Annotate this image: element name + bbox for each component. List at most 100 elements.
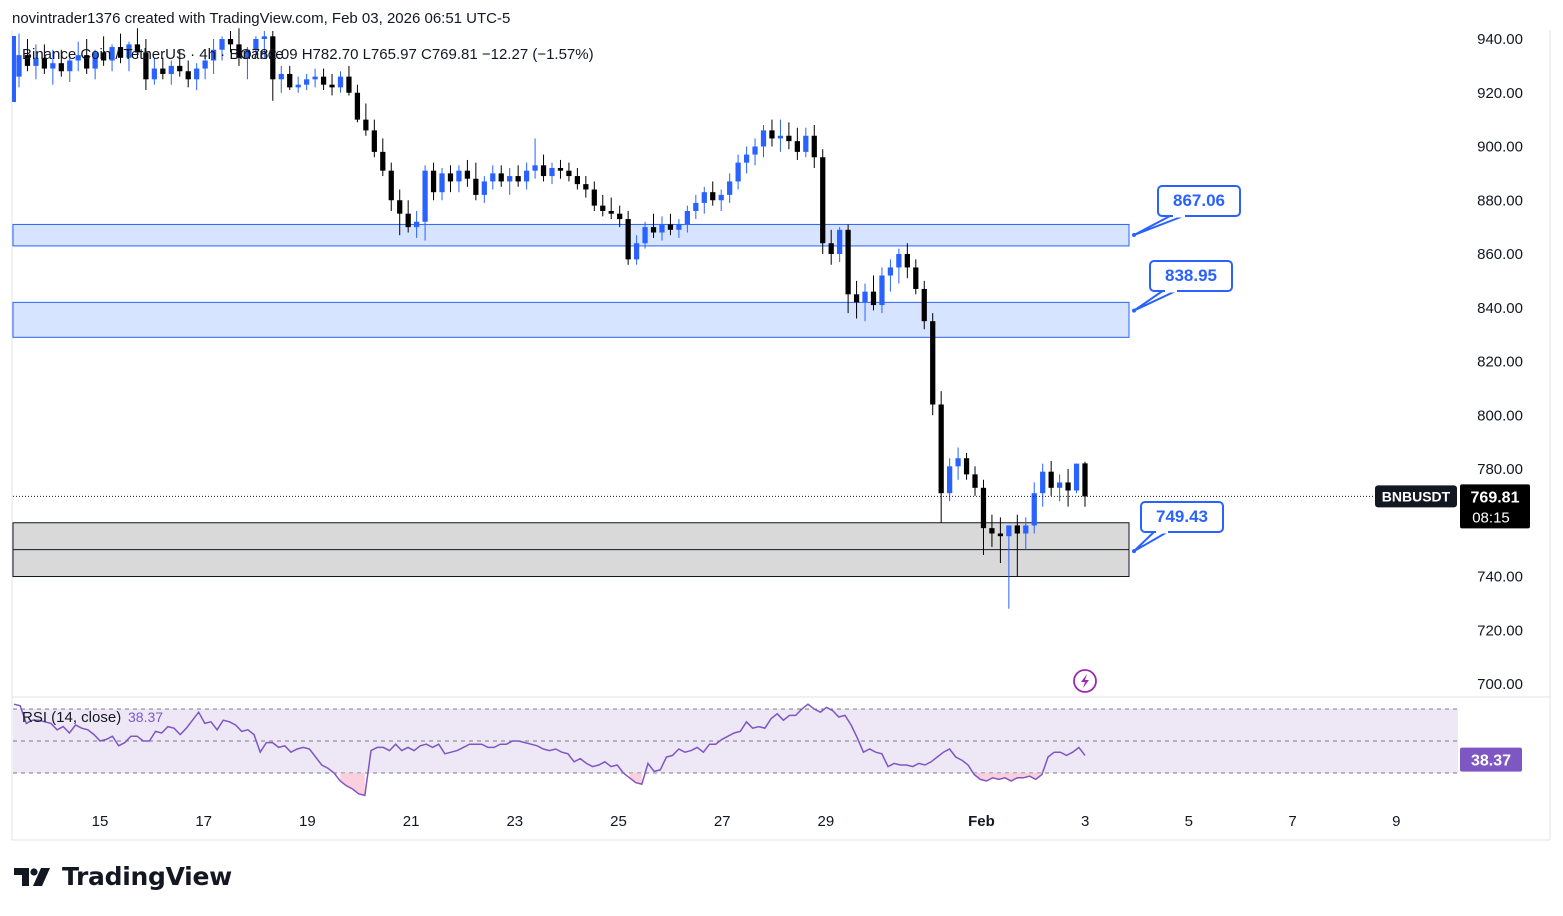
price-callout[interactable]: 867.06: [1132, 185, 1241, 238]
callout-box: [1149, 260, 1233, 292]
candle-body: [523, 170, 530, 182]
candle: [304, 73, 310, 91]
candle-body: [16, 55, 22, 77]
price-badge: [1460, 484, 1530, 529]
candle: [168, 60, 174, 85]
candle: [659, 216, 665, 241]
candle: [363, 103, 369, 136]
candle: [642, 221, 648, 249]
candle-body: [270, 36, 276, 80]
x-tick-label: 3: [1081, 813, 1089, 830]
candle: [75, 41, 81, 72]
candle-body: [786, 135, 792, 142]
candle-body: [422, 170, 428, 222]
candle: [227, 30, 234, 53]
candle-body: [845, 229, 851, 295]
candle: [1073, 463, 1080, 494]
candle: [236, 28, 242, 66]
y-tick-label: 740.00: [1477, 569, 1523, 586]
candle-body: [219, 39, 225, 50]
candle-body: [24, 55, 31, 66]
candle-body: [642, 227, 648, 244]
candle: [930, 313, 936, 416]
rsi-line: [13, 703, 1086, 797]
candle-body: [236, 44, 242, 58]
candle-body: [346, 76, 352, 93]
callout-anchor: [1132, 549, 1136, 554]
price-callout[interactable]: 838.95: [1132, 260, 1233, 313]
rsi-oversold-fill: [974, 773, 1042, 781]
candle-body: [904, 254, 910, 268]
candle-body: [566, 170, 572, 177]
candle: [134, 28, 141, 58]
candle: [422, 165, 428, 241]
candle: [997, 517, 1004, 564]
candle-body: [676, 224, 682, 230]
candle-body: [617, 213, 623, 220]
candle-body: [227, 39, 234, 45]
candle-body: [109, 47, 115, 61]
candle: [803, 127, 809, 158]
candle-body: [507, 176, 513, 182]
candle: [58, 49, 64, 77]
candle-body: [735, 162, 741, 182]
candle-body: [143, 52, 149, 80]
y-axis[interactable]: 940.00 920.00 900.00 880.00 860.00 840.00 820.…: [1477, 31, 1523, 693]
candle: [151, 57, 157, 85]
x-tick-label: 19: [299, 813, 316, 830]
callout-label: 749.43: [1156, 507, 1208, 526]
y-tick-label: 800.00: [1477, 407, 1523, 424]
candle-body: [320, 76, 327, 85]
candle: [913, 259, 919, 295]
resistance-zone-lower[interactable]: [12, 301, 1130, 338]
x-axis[interactable]: 15 17 19 21 23 25 27 29 Feb 3 5 7 9: [92, 813, 1401, 830]
candle-body: [684, 211, 690, 225]
candle: [67, 55, 73, 82]
candle: [515, 165, 521, 187]
candle-body: [1073, 463, 1080, 491]
candle: [430, 162, 437, 201]
candle-body: [151, 68, 157, 80]
candle: [270, 30, 276, 101]
y-tick-label: 820.00: [1477, 354, 1523, 371]
candle-body: [879, 275, 885, 306]
y-tick-label: 940.00: [1477, 31, 1523, 48]
candle-body: [253, 39, 259, 50]
candle: [532, 138, 538, 179]
candle: [811, 125, 817, 168]
candle: [684, 205, 690, 233]
tradingview-logo[interactable]: TradingView: [14, 862, 232, 891]
price-callout[interactable]: 749.43: [1132, 501, 1224, 554]
candle-body: [540, 165, 547, 177]
candle: [862, 283, 868, 322]
last-price-layer: BNBUSDT 769.81 08:15: [13, 484, 1530, 529]
candle: [337, 71, 344, 93]
symbol-badge: [1375, 485, 1457, 508]
candle-body: [168, 65, 174, 74]
callouts-layer[interactable]: 867.06 838.95 749.43: [1132, 185, 1241, 554]
candle-body: [591, 189, 597, 206]
lightning-icon[interactable]: [1073, 669, 1097, 693]
candle: [481, 176, 487, 203]
resistance-zone-upper[interactable]: [12, 223, 1130, 247]
candle: [84, 39, 90, 74]
candle-body: [955, 458, 961, 467]
rsi-value-badge-label: 38.37: [1471, 753, 1511, 770]
candle: [710, 181, 716, 206]
y-tick-label: 920.00: [1477, 85, 1523, 102]
candle: [633, 235, 640, 265]
candle-body: [727, 181, 733, 195]
tradingview-logo-icon: [14, 867, 50, 886]
candle: [870, 275, 877, 311]
candle: [177, 49, 183, 77]
candle: [507, 168, 513, 195]
candle-body: [921, 288, 927, 322]
candle: [769, 119, 775, 147]
candle: [608, 197, 614, 220]
candle-body: [837, 229, 843, 254]
candle-body: [820, 157, 826, 244]
candle: [600, 194, 606, 217]
candle: [955, 447, 961, 480]
candle: [591, 181, 597, 211]
